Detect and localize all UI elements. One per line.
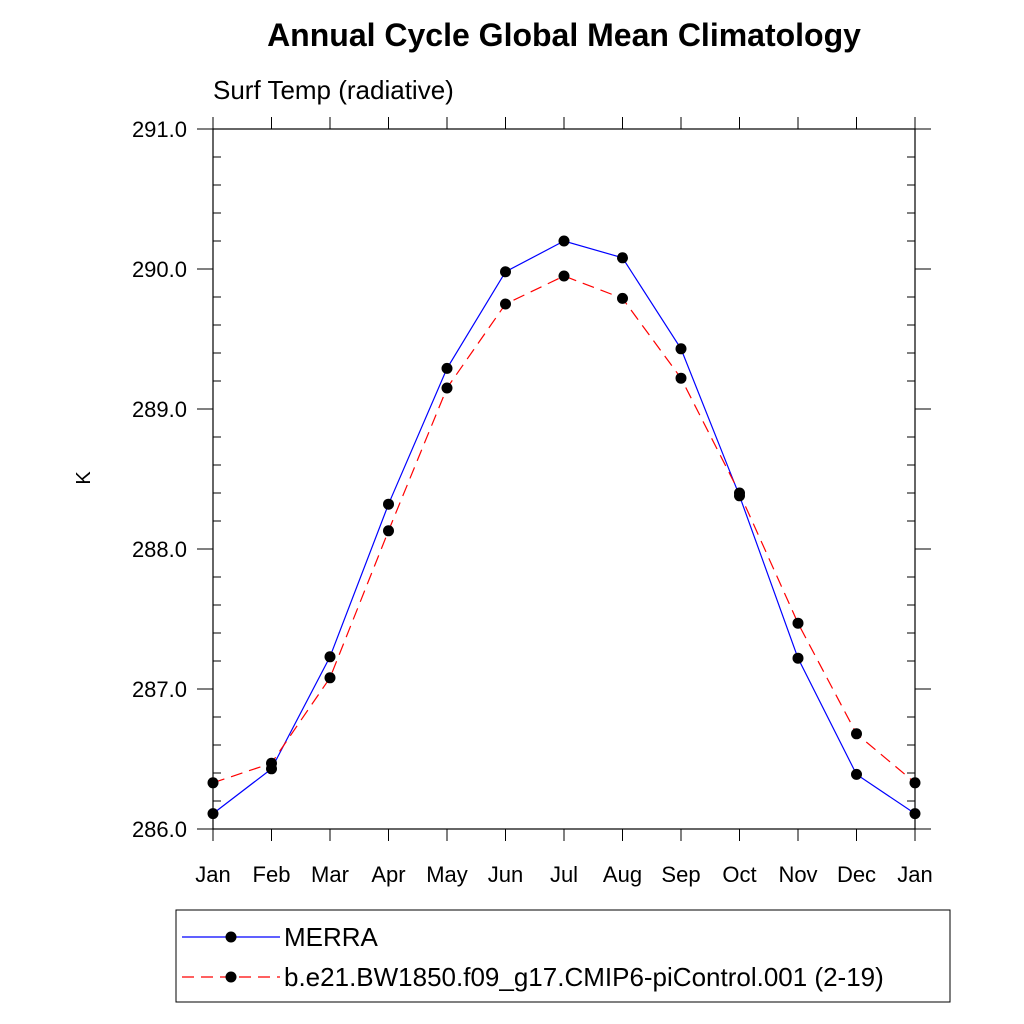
- x-tick-label: Sep: [661, 862, 700, 887]
- series-1-point: [558, 270, 570, 282]
- y-tick-label: 288.0: [132, 537, 187, 562]
- legend-marker-1: [225, 971, 237, 983]
- x-tick-label: May: [426, 862, 468, 887]
- series-1-point: [207, 777, 219, 789]
- axis-ticks: Jan Feb Mar Apr May Jun Jul Aug Sep Oct Nov Dec Jan 2…: [132, 117, 933, 887]
- series-line-0: [212, 240, 916, 815]
- x-tick-label: Oct: [722, 862, 756, 887]
- series-layer: [207, 235, 921, 820]
- x-tick-label: Nov: [778, 862, 817, 887]
- series-1-point: [734, 487, 745, 499]
- series-1-point: [441, 382, 453, 394]
- legend-label-0: MERRA: [284, 922, 379, 952]
- series-0-point: [441, 362, 453, 374]
- chart-subtitle: Surf Temp (radiative): [213, 75, 454, 105]
- x-tick-label: Jul: [550, 862, 578, 887]
- series-0-point: [558, 235, 570, 247]
- plot-frame: [212, 128, 916, 830]
- legend-label-1: b.e21.BW1850.f09_g17.CMIP6-piControl.001…: [284, 962, 884, 992]
- x-tick-label: Jan: [195, 862, 230, 887]
- x-tick-label: Feb: [253, 862, 291, 887]
- x-tick-label: Jan: [897, 862, 932, 887]
- y-tick-label: 290.0: [132, 257, 187, 282]
- series-1-point: [909, 777, 921, 789]
- series-1-point: [500, 298, 511, 310]
- x-tick-label: Dec: [837, 862, 876, 887]
- series-1-point: [675, 372, 687, 384]
- x-tick-label: Mar: [311, 862, 349, 887]
- series-line-1: [212, 275, 916, 784]
- series-0-point: [207, 808, 219, 820]
- series-0-point: [909, 808, 921, 820]
- x-tick-label: Apr: [371, 862, 405, 887]
- series-0-point: [324, 651, 336, 663]
- y-tick-label: 291.0: [132, 117, 187, 142]
- series-1-point: [266, 757, 277, 769]
- series-0-point: [792, 652, 804, 664]
- series-1-point: [851, 728, 862, 740]
- legend: MERRA b.e21.BW1850.f09_g17.CMIP6-piContro…: [182, 922, 884, 992]
- x-tick-label: Aug: [603, 862, 642, 887]
- series-1-point: [324, 672, 336, 684]
- y-axis-label: K: [73, 471, 95, 485]
- series-1-point: [617, 292, 628, 304]
- legend-marker-0: [225, 931, 237, 943]
- series-0-point: [500, 266, 511, 278]
- x-tick-label: Jun: [488, 862, 523, 887]
- legend-box: [175, 909, 951, 1003]
- series-0-point: [383, 498, 394, 510]
- series-0-point: [675, 343, 687, 355]
- chart-title: Annual Cycle Global Mean Climatology: [267, 17, 861, 53]
- series-0-point: [851, 768, 862, 780]
- y-tick-label: 286.0: [132, 817, 187, 842]
- y-tick-label: 289.0: [132, 397, 187, 422]
- series-0-point: [617, 252, 628, 264]
- series-1-point: [792, 617, 804, 629]
- series-1-point: [383, 525, 394, 537]
- y-tick-label: 287.0: [132, 677, 187, 702]
